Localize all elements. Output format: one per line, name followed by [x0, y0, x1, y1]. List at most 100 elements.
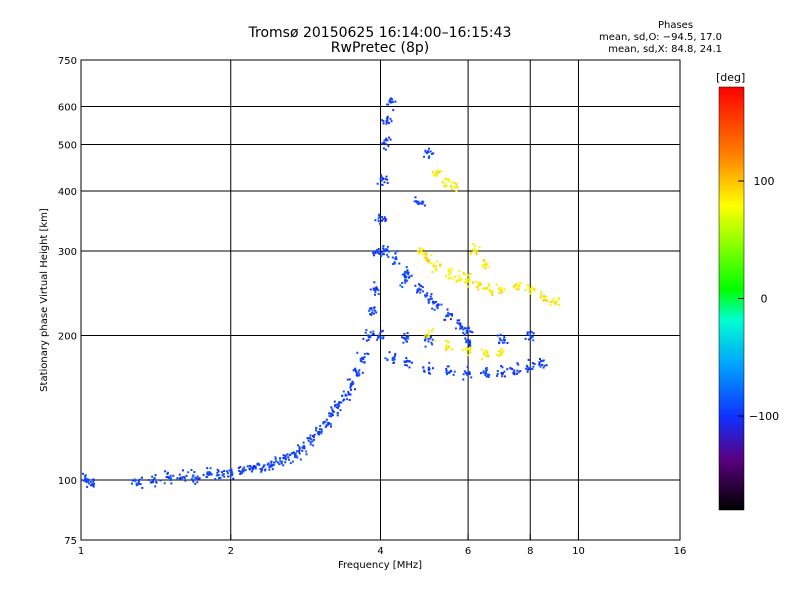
- data-point-x: [436, 269, 438, 272]
- y-tick-label: 600: [58, 103, 77, 114]
- data-point-o: [406, 364, 409, 367]
- data-point-x: [484, 263, 487, 266]
- data-point-x: [487, 283, 490, 286]
- data-point-o: [365, 339, 368, 342]
- data-point-o: [431, 367, 434, 370]
- data-point-x: [497, 350, 500, 353]
- data-point-o: [274, 456, 277, 459]
- data-point-x: [470, 346, 473, 349]
- data-point-o: [248, 464, 251, 467]
- data-point-x: [490, 291, 493, 294]
- data-point-o: [486, 373, 489, 376]
- data-point-x: [481, 263, 484, 266]
- data-point-o: [416, 202, 419, 205]
- data-point-o: [320, 430, 323, 433]
- data-point-o: [262, 464, 265, 467]
- data-point-o: [386, 117, 388, 120]
- data-point-x: [465, 346, 468, 349]
- data-point-o: [229, 475, 232, 477]
- data-point-o: [530, 336, 533, 339]
- data-point-o: [525, 367, 528, 370]
- data-point-o: [294, 456, 296, 458]
- data-point-o: [279, 460, 282, 463]
- data-point-o: [383, 216, 386, 219]
- data-point-x: [476, 249, 478, 252]
- data-point-o: [215, 474, 218, 477]
- data-point-o: [356, 374, 359, 377]
- data-point-x: [477, 282, 480, 285]
- data-point-o: [471, 331, 474, 334]
- data-point-o: [87, 480, 89, 483]
- data-point-o: [262, 465, 265, 468]
- data-point-o: [430, 341, 433, 344]
- data-point-o: [208, 471, 211, 474]
- data-point-x: [432, 327, 435, 330]
- data-point-o: [228, 469, 231, 472]
- data-point-o: [365, 329, 368, 332]
- data-point-o: [374, 252, 377, 255]
- data-point-o: [87, 478, 90, 481]
- data-point-o: [239, 471, 242, 474]
- data-point-o: [206, 467, 209, 470]
- x-tick-label: 8: [527, 546, 533, 557]
- y-tick-label: 400: [58, 187, 77, 198]
- data-point-o: [395, 258, 398, 261]
- data-point-o: [424, 150, 427, 153]
- data-point-x: [549, 301, 552, 303]
- data-point-o: [91, 483, 94, 486]
- data-point-o: [372, 287, 375, 290]
- data-point-o: [272, 464, 275, 466]
- data-point-o: [467, 327, 470, 330]
- data-point-o: [422, 290, 425, 293]
- data-point-o: [446, 373, 448, 376]
- data-point-o: [506, 368, 509, 371]
- data-point-o: [468, 371, 471, 374]
- data-point-o: [516, 362, 519, 365]
- data-point-x: [453, 186, 456, 189]
- data-point-o: [446, 308, 449, 311]
- data-point-o: [367, 336, 370, 339]
- data-point-x: [485, 349, 488, 352]
- data-point-o: [389, 138, 392, 141]
- data-point-x: [500, 348, 503, 350]
- data-point-x: [515, 288, 518, 290]
- data-point-o: [282, 456, 285, 459]
- data-point-o: [380, 183, 383, 186]
- data-point-o: [381, 329, 384, 332]
- data-point-o: [374, 293, 376, 296]
- data-point-o: [526, 331, 529, 334]
- chart-title: Tromsø 20150625 16:14:00–16:15:43 RwPret…: [210, 26, 550, 56]
- data-point-o: [350, 388, 353, 391]
- data-point-o: [338, 404, 341, 407]
- data-point-x: [517, 285, 520, 288]
- data-point-o: [416, 291, 418, 294]
- data-point-o: [404, 281, 407, 284]
- data-point-x: [435, 260, 438, 263]
- data-point-o: [89, 481, 92, 483]
- data-point-o: [517, 371, 520, 374]
- data-point-o: [221, 474, 224, 477]
- data-point-x: [444, 182, 447, 185]
- data-point-o: [310, 438, 313, 441]
- data-point-x: [498, 354, 500, 357]
- data-point-x: [417, 252, 420, 255]
- data-point-x: [461, 348, 464, 351]
- data-point-o: [195, 477, 198, 480]
- data-point-o: [369, 331, 372, 334]
- data-point-o: [530, 330, 533, 333]
- data-point-o: [325, 418, 328, 421]
- data-point-o: [133, 479, 136, 482]
- data-point-o: [464, 337, 467, 340]
- data-point-o: [377, 248, 380, 250]
- data-point-o: [266, 463, 269, 466]
- data-point-x: [447, 347, 449, 350]
- data-point-x: [491, 293, 494, 296]
- data-point-o: [253, 465, 256, 467]
- data-point-o: [291, 451, 294, 454]
- data-point-o: [299, 458, 302, 461]
- data-point-x: [469, 350, 472, 353]
- data-point-o: [509, 367, 512, 370]
- data-point-o: [393, 356, 396, 359]
- data-point-o: [484, 372, 487, 375]
- data-point-o: [348, 378, 351, 381]
